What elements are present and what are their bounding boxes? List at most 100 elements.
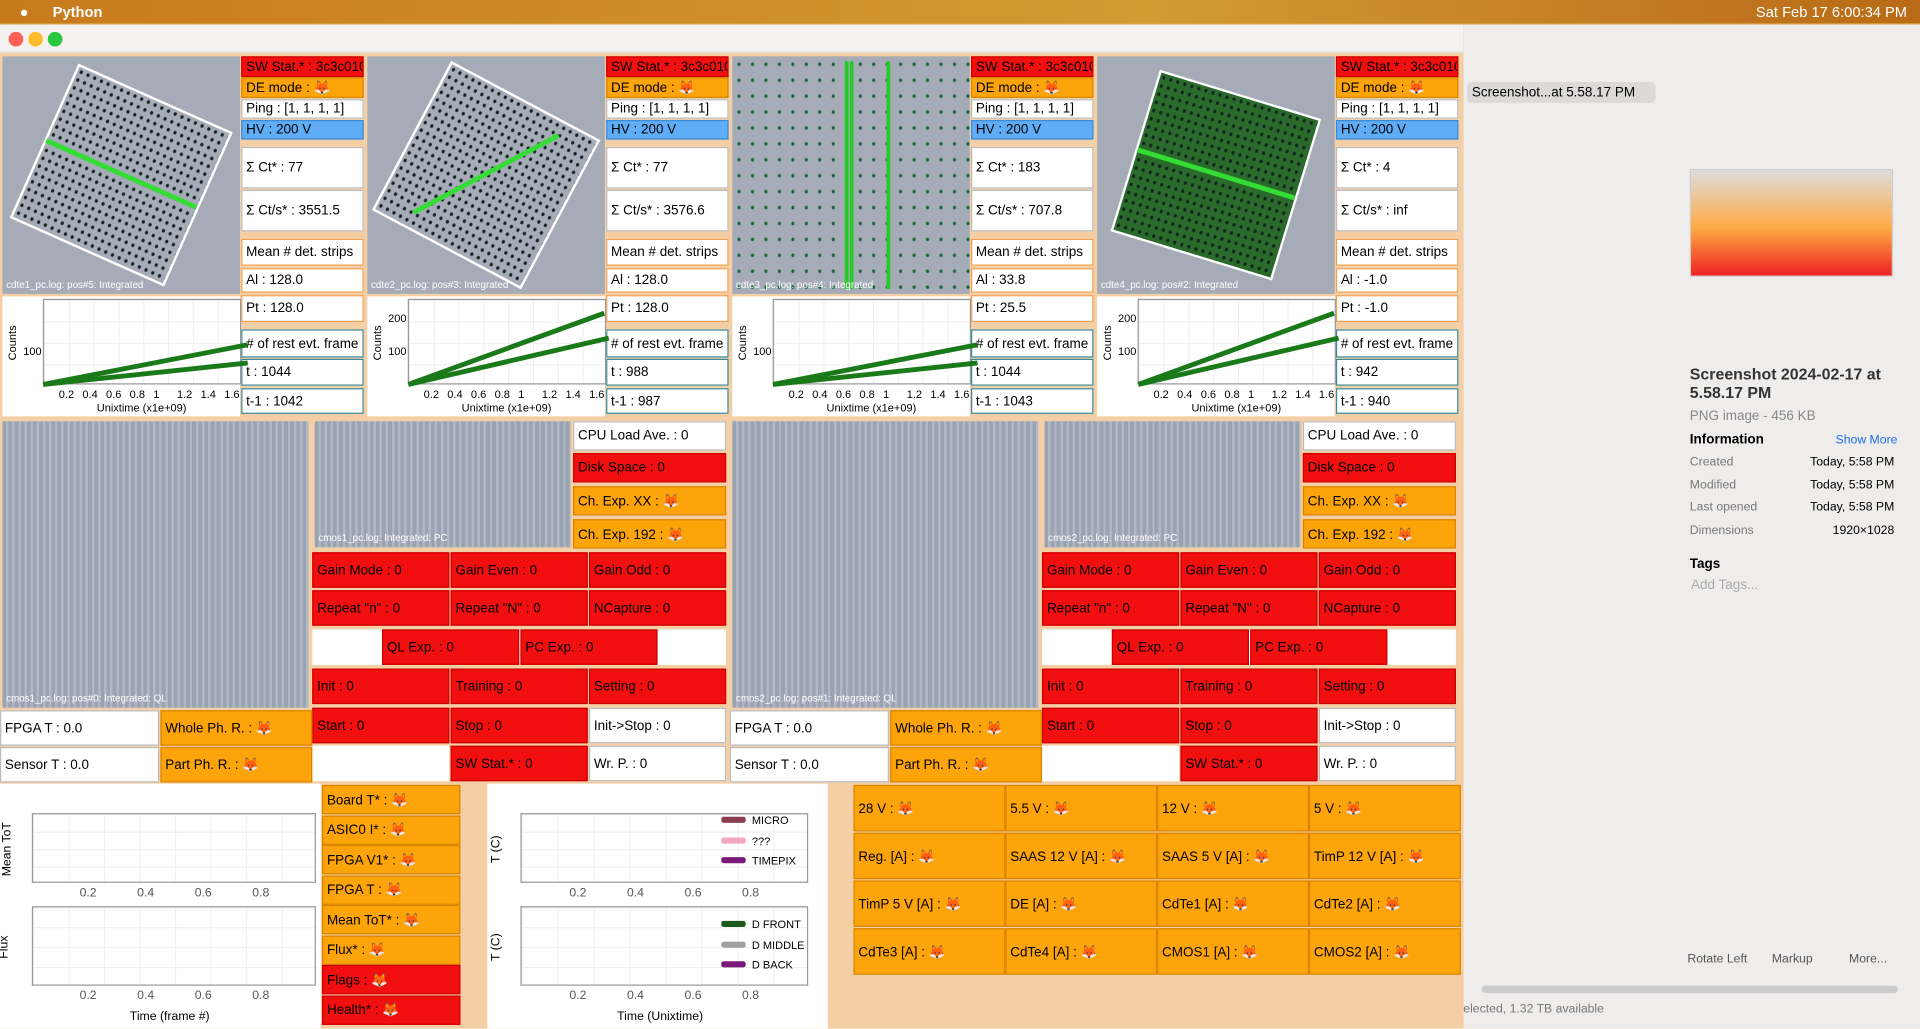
action-button[interactable]: More... (1848, 952, 1888, 967)
x-axis-label: Time (frame #) (129, 1010, 210, 1024)
close-button[interactable] (8, 31, 24, 47)
status-cell: SW Stat.* : 0 (1180, 745, 1318, 782)
minimize-button[interactable] (28, 31, 43, 47)
x-tick-label: 0.2 (1153, 388, 1169, 401)
y-tick-label: 100 (753, 345, 772, 358)
status-cell: t : 942 (1335, 358, 1459, 386)
status-cell: TimP 5 V [A] : 🦊 (853, 880, 1006, 927)
plot-area (31, 906, 316, 986)
y-axis-label: Counts (736, 325, 749, 361)
status-cell: Repeat "N" : 0 (1180, 590, 1318, 626)
x-axis-label: Unixtime (x1e+09) (826, 401, 917, 414)
list-selection[interactable] (1466, 82, 1656, 103)
x-tick-label: 1.4 (200, 388, 216, 401)
x-tick-label: 0.2 (58, 388, 75, 401)
status-cell: t-1 : 1042 (241, 388, 364, 414)
list-item[interactable]: Screenshot...at 5.58.17 PM (1471, 85, 1636, 101)
status-cell: Al : 128.0 (606, 268, 729, 293)
status-cell: Ch. Exp. XX : 🦊 (1302, 486, 1456, 516)
show-more[interactable]: Show More (1835, 433, 1898, 447)
status-cell: Disk Space : 0 (1302, 453, 1456, 483)
y-axis-label: T (C) (489, 932, 504, 961)
menu-bar: ● Python Sat Feb 17 6:00:34 PM (0, 0, 1920, 24)
plot-area (407, 298, 607, 385)
status-cell: Flags : 🦊 (322, 964, 461, 995)
clock[interactable]: Sat Feb 17 6:00:34 PM (1755, 3, 1908, 21)
status-cell: Wr. P. : 0 (588, 745, 727, 782)
status-cell: t : 1044 (241, 358, 364, 386)
x-tick-label: 0.4 (82, 388, 98, 401)
zoom-button[interactable] (47, 31, 63, 47)
status-cell: Start : 0 (312, 707, 450, 744)
status-cell: 5.5 V : 🦊 (1005, 784, 1158, 832)
status-cell: Pt : -1.0 (1335, 295, 1459, 323)
status-cell: Repeat "N" : 0 (450, 590, 588, 626)
legend-swatch (721, 941, 746, 948)
image-label: cmos2_pc.log: pos#1: Integrated: QL (735, 693, 897, 705)
x-tick-label: 1.2 (176, 388, 193, 401)
y-axis-label: Flux (0, 934, 11, 959)
status-cell: t : 1044 (971, 358, 1094, 386)
action-button[interactable]: Rotate Left (1687, 952, 1748, 967)
status-cell: CPU Load Ave. : 0 (573, 421, 727, 451)
x-axis-label: Time (Unixtime) (617, 1010, 704, 1024)
status-cell: CdTe4 [A] : 🦊 (1005, 928, 1158, 975)
y-axis-label: Counts (371, 325, 384, 361)
status-cell: # of rest evt. frame (971, 329, 1094, 358)
status-cell: CdTe1 [A] : 🦊 (1157, 880, 1309, 927)
legend-swatch (721, 816, 746, 823)
title-bar (0, 24, 1464, 53)
x-tick-label: 0.6 (194, 989, 212, 1003)
status-cell: t-1 : 1043 (971, 388, 1094, 414)
status-cell: Gain Odd : 0 (1318, 552, 1456, 588)
scrollbar[interactable] (1481, 985, 1898, 994)
legend-label: D FRONT (751, 918, 801, 931)
status-cell: 28 V : 🦊 (853, 784, 1006, 832)
status-cell: Mean # det. strips (1335, 238, 1459, 266)
status-cell: Gain Mode : 0 (312, 552, 450, 588)
status-cell: Ch. Exp. 192 : 🦊 (573, 519, 727, 549)
add-tags[interactable]: Add Tags... (1691, 577, 1759, 593)
status-cell: CPU Load Ave. : 0 (1302, 421, 1456, 451)
x-tick-label: 0.4 (812, 388, 828, 401)
status-cell: Gain Mode : 0 (1042, 552, 1180, 588)
status-cell: Al : -1.0 (1335, 268, 1459, 293)
image-label: cmos1_pc.log: pos#0: Integrated: QL (6, 693, 167, 705)
image-label: cdte2_pc.log: pos#3: Integrated (371, 279, 509, 291)
status-cell: Gain Even : 0 (450, 552, 588, 588)
status-cell: Ping : [1, 1, 1, 1] (1335, 99, 1459, 119)
field-value: Today, 5:58 PM (1810, 501, 1895, 515)
status-cell: HV : 200 V (241, 120, 364, 140)
status-cell: Gain Even : 0 (1180, 552, 1318, 588)
strip (844, 61, 849, 289)
status-cell: Init->Stop : 0 (1318, 707, 1456, 744)
status-cell: Mean # det. strips (606, 238, 729, 266)
status-cell: FPGA T : 🦊 (322, 874, 461, 905)
status-cell: Health* : 🦊 (322, 994, 461, 1025)
status-cell: t-1 : 940 (1335, 388, 1459, 414)
status-cell: Init->Stop : 0 (588, 707, 727, 744)
status-cell: Pt : 128.0 (606, 295, 729, 323)
cmos-image (1044, 421, 1301, 548)
apple-logo[interactable]: ● (19, 3, 29, 21)
status-cell: Σ Ct* : 77 (606, 146, 729, 189)
legend-swatch (721, 961, 746, 968)
status-cell: Pt : 128.0 (241, 295, 364, 323)
status-cell: Σ Ct* : 77 (241, 146, 364, 189)
x-tick-label: 0.6 (684, 989, 702, 1003)
image-label: cdte4_pc.log: pos#2: Integrated (1100, 279, 1239, 291)
app-name[interactable]: Python (52, 3, 103, 21)
legend-label: TIMEPIX (751, 854, 796, 867)
status-cell: Sensor T : 0.0 (729, 746, 889, 783)
status-cell: SW Stat.* : 3c3c010 (241, 56, 364, 78)
legend-label: MICRO (751, 814, 789, 827)
file-title: Screenshot 2024-02-17 at 5.58.17 PM (1689, 364, 1881, 402)
image-label: cmos2_pc.log: Integrated: PC (1048, 532, 1178, 544)
action-button[interactable]: Markup (1771, 952, 1813, 967)
status-cell: CMOS2 [A] : 🦊 (1308, 928, 1461, 975)
status-cell: SW Stat.* : 0 (450, 745, 588, 782)
cmos-image (314, 421, 571, 548)
legend-swatch (721, 920, 746, 927)
status-cell: TimP 12 V [A] : 🦊 (1308, 832, 1461, 880)
image-label: cdte1_pc.log: pos#5: Integrated (6, 279, 144, 291)
